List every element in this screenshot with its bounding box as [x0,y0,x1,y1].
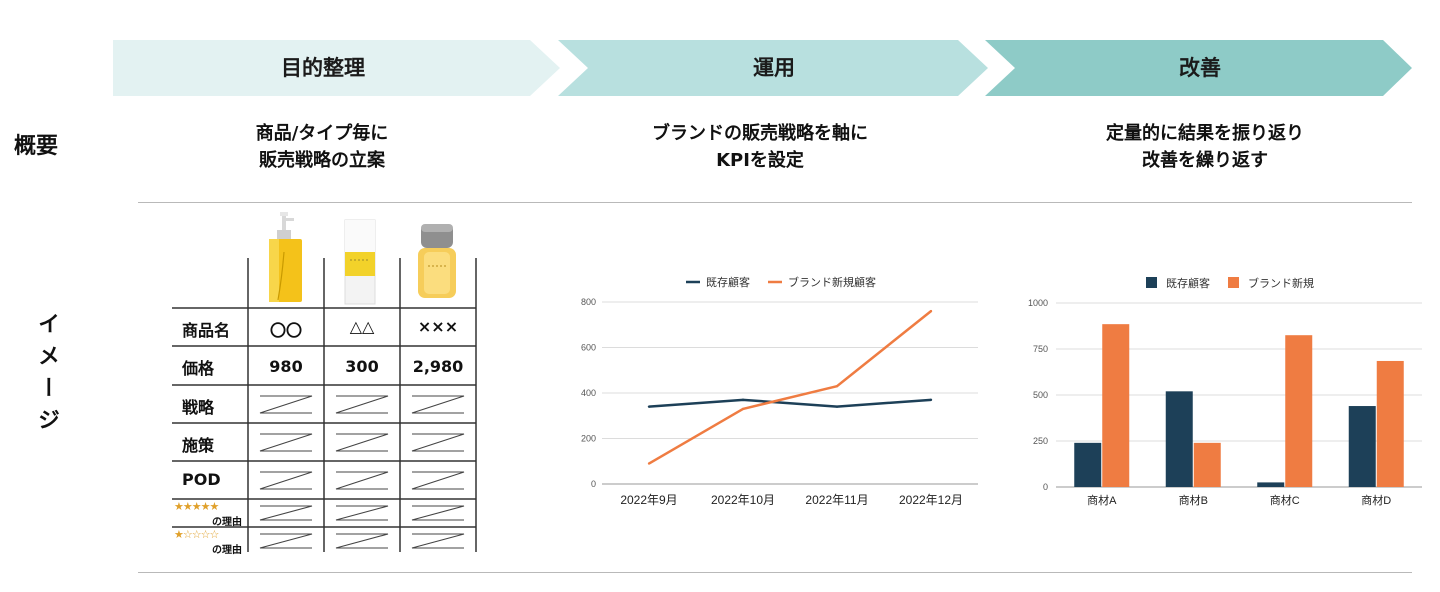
bar-chart-bar-1-1 [1193,442,1221,487]
row-heading-image: イメージ [34,312,59,440]
five-star-rating: ★★★★★ [174,500,219,513]
divider-top [138,202,1412,203]
one-star-rating: ★☆☆☆☆ [174,528,219,541]
bar-chart-bar-1-2 [1285,335,1313,487]
line-chart-point-0-0 [647,405,651,408]
serum-jar-icon [418,224,456,298]
bar-chart-y-tick-3: 750 [1033,344,1048,354]
bar-chart-legend-swatch-1 [1228,277,1239,288]
divider-bottom [138,572,1412,573]
step-label-operation: 運用 [753,56,795,80]
line-chart-legend-label-0: 既存顧客 [706,275,750,289]
line-chart-y-tick-2: 400 [581,388,596,398]
line-chart-point-1-1 [741,407,745,411]
product-name-3: ××× [417,317,459,336]
step-arrow-improvement [985,40,1412,96]
line-chart-x-tick-2: 2022年11月 [805,493,868,507]
line-chart-point-0-2 [835,405,839,408]
bar-chart-x-tick-0: 商材A [1087,493,1117,507]
line-chart: 0 200 400 600 800 2022年9月 2022年10月 2022年11月 2022… [581,275,978,507]
line-chart-x-tick-1: 2022年10月 [711,493,775,507]
bar-chart-legend-label-1: ブランド新規 [1248,276,1314,290]
product-price-3: 2,980 [412,357,464,376]
product-price-2: 300 [345,357,379,376]
bar-chart-y-tick-0: 0 [1043,482,1048,492]
line-chart-series-0 [648,398,932,408]
line-chart-x-tick-3: 2022年12月 [899,493,963,507]
table-label-one-star-reason: の理由 [212,545,242,556]
product-name-1: 〇〇 [269,321,302,340]
summary-operation: ブランドの販売戦略を軸に KPIを設定 [652,123,868,171]
bar-chart-legend-swatch-0 [1146,277,1157,288]
step-arrow-operation [558,40,988,96]
line-chart-series-1 [648,310,932,465]
row-heading-overview: 概要 [14,134,59,159]
bar-chart: 0 250 500 750 1000 商材A 商材B 商材C 商材D 既存顧客 ブランド新規 [1028,276,1422,507]
line-chart-y-tick-4: 800 [581,297,596,307]
bar-chart-bar-1-3 [1376,360,1404,487]
cream-tube-icon [344,219,376,305]
bar-chart-y-tick-2: 500 [1033,390,1048,400]
bar-chart-bar-0-1 [1165,391,1193,487]
bar-chart-y-tick-4: 1000 [1028,298,1048,308]
table-label-measure: 施策 [182,436,215,455]
line-chart-y-tick-1: 200 [581,434,596,444]
step-label-goal: 目的整理 [281,56,365,80]
table-label-five-star-reason: の理由 [212,517,242,528]
line-chart-y-tick-3: 600 [581,343,596,353]
table-label-pod: POD [182,470,221,489]
line-chart-point-1-0 [647,462,651,465]
bar-chart-bar-0-2 [1257,482,1285,487]
bar-chart-bar-1-0 [1102,324,1130,487]
product-price-1: 980 [269,357,303,376]
pump-bottle-icon [269,212,302,302]
product-name-2: △△ [349,317,375,336]
line-chart-point-1-2 [835,384,839,388]
line-chart-point-0-1 [741,398,745,402]
bar-chart-x-tick-3: 商材D [1361,493,1391,507]
bar-chart-y-tick-1: 250 [1033,436,1048,446]
table-label-strategy: 戦略 [182,398,215,417]
line-chart-y-tick-0: 0 [591,479,596,489]
line-chart-point-0-3 [929,398,933,402]
line-chart-legend-label-1: ブランド新規顧客 [788,275,876,289]
line-chart-x-tick-0: 2022年9月 [620,493,677,507]
step-arrows [113,40,1412,96]
summary-goal: 商品/タイプ毎に 販売戦略の立案 [255,123,389,171]
table-label-name: 商品名 [182,321,231,340]
bar-chart-bar-0-3 [1348,406,1376,487]
bar-chart-x-tick-2: 商材C [1270,493,1300,507]
summary-improvement: 定量的に結果を振り返り 改善を繰り返す [1106,123,1304,171]
step-arrow-goal [113,40,560,96]
bar-chart-x-tick-1: 商材B [1179,493,1208,507]
step-label-improvement: 改善 [1179,56,1221,80]
bar-chart-legend-label-0: 既存顧客 [1166,276,1210,290]
table-label-price: 価格 [182,359,215,378]
bar-chart-bar-0-0 [1074,442,1102,487]
line-chart-point-1-3 [929,309,933,313]
